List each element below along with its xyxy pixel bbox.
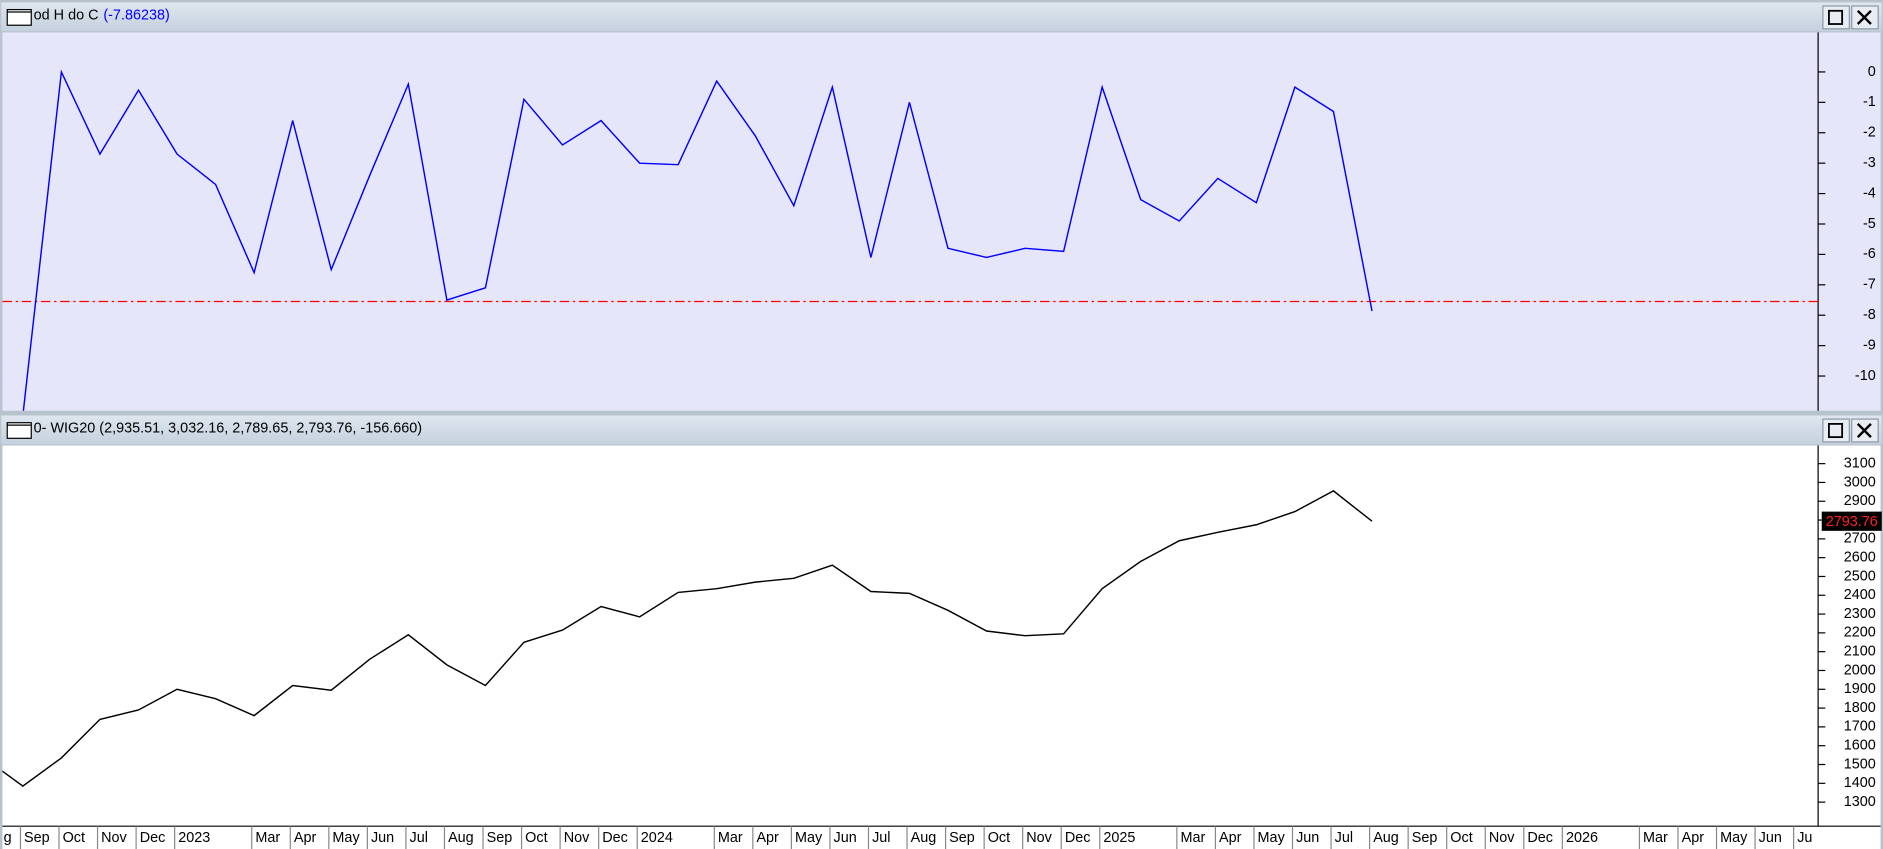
y-tick-label: 1500 [1844, 756, 1876, 772]
x-tick-label: Oct [63, 830, 85, 846]
y-tick-label: 1800 [1844, 700, 1876, 716]
x-tick-label: Dec [1527, 830, 1553, 846]
x-tick-label: Nov [564, 830, 590, 846]
y-tick-label: 1300 [1844, 794, 1876, 810]
x-tick-label: g [4, 830, 12, 846]
x-tick-label: Oct [1450, 830, 1472, 846]
x-tick-label: Oct [988, 830, 1010, 846]
x-tick-label: 2026 [1566, 830, 1598, 846]
x-tick-label: Jun [371, 830, 394, 846]
y-tick-label: -6 [1863, 246, 1876, 262]
x-tick-label: May [795, 830, 823, 846]
y-tick-label: -1 [1863, 94, 1876, 110]
x-tick-label: Apr [1219, 830, 1242, 846]
x-tick-label: Nov [1489, 830, 1515, 846]
x-tick-label: Dec [602, 830, 628, 846]
y-tick-label: 2300 [1844, 606, 1876, 622]
y-tick-label: -3 [1863, 155, 1876, 171]
x-tick-label: Jun [834, 830, 857, 846]
x-tick-label: Mar [1180, 830, 1205, 846]
pane-icon [6, 422, 32, 439]
x-tick-label: Sep [949, 830, 975, 846]
x-tick-label: Jun [1759, 830, 1782, 846]
x-tick-label: Mar [255, 830, 280, 846]
x-tick-label: Mar [718, 830, 743, 846]
y-tick-label: 2000 [1844, 662, 1876, 678]
y-tick-label: -7 [1863, 277, 1876, 293]
x-tick-label: Dec [1065, 830, 1091, 846]
x-tick-label: Oct [525, 830, 547, 846]
x-tick-label: Nov [101, 830, 127, 846]
x-tick-label: Sep [487, 830, 513, 846]
x-tick-label: Jul [410, 830, 428, 846]
x-tick-label: Sep [1412, 830, 1438, 846]
y-tick-label: 2500 [1844, 568, 1876, 584]
close-button[interactable] [1851, 5, 1879, 30]
y-tick-label: 1400 [1844, 775, 1876, 791]
x-tick-label: Apr [1682, 830, 1705, 846]
y-tick-label: 2400 [1844, 587, 1876, 603]
series-line [22, 69, 1373, 411]
x-tick-label: 2024 [641, 830, 673, 846]
close-button[interactable] [1851, 418, 1879, 443]
x-tick-label: Aug [911, 830, 937, 846]
y-tick-label: 1700 [1844, 719, 1876, 735]
y-tick-label: -4 [1863, 185, 1876, 201]
x-tick-label: Apr [756, 830, 779, 846]
x-tick-label: Jun [1296, 830, 1319, 846]
x-tick-label: 2025 [1103, 830, 1135, 846]
y-tick-label: 0 [1868, 64, 1876, 80]
plot [2, 490, 1373, 788]
pane-title-value: (-7.86238) [103, 7, 169, 23]
y-tick-label: 2200 [1844, 625, 1876, 641]
x-tick-label: Ju [1797, 830, 1812, 846]
x-tick-label: Dec [140, 830, 166, 846]
y-tick-label: 1900 [1844, 681, 1876, 697]
pane-header [1, 2, 1882, 32]
y-tick-label: -5 [1863, 216, 1876, 232]
plot [2, 69, 1819, 411]
x-tick-label: Mar [1643, 830, 1668, 846]
y-tick-label: 3100 [1844, 455, 1876, 471]
x-tick-label: Aug [448, 830, 474, 846]
pane-title: od H do C [34, 7, 99, 23]
y-tick-label: 2900 [1844, 493, 1876, 509]
last-value-label: 2793.76 [1826, 514, 1878, 530]
x-tick-label: Nov [1026, 830, 1052, 846]
x-tick-label: Jul [1335, 830, 1353, 846]
y-tick-label: 3000 [1844, 474, 1876, 490]
x-tick-label: Jul [872, 830, 890, 846]
pane-header [1, 415, 1882, 445]
x-tick-label: May [1258, 830, 1286, 846]
x-tick-label: Aug [1373, 830, 1399, 846]
x-tick-label: May [332, 830, 360, 846]
x-tick-label: Apr [294, 830, 317, 846]
y-tick-label: -2 [1863, 125, 1876, 141]
x-tick-label: May [1720, 830, 1748, 846]
y-tick-label: 1600 [1844, 738, 1876, 754]
y-tick-label: -8 [1863, 307, 1876, 323]
plot-area [2, 445, 1881, 849]
maximize-button[interactable] [1822, 418, 1850, 443]
y-tick-label: 2100 [1844, 643, 1876, 659]
series-line [2, 490, 1373, 788]
maximize-button[interactable] [1822, 5, 1850, 30]
y-tick-label: -9 [1863, 337, 1876, 353]
pane-title: 0- WIG20 (2,935.51, 3,032.16, 2,789.65, … [34, 421, 422, 437]
y-tick-label: -10 [1855, 368, 1876, 384]
x-tick-label: 2023 [178, 830, 210, 846]
x-tick-label: Sep [24, 830, 50, 846]
pane-icon [6, 9, 32, 26]
last-value-box [1821, 511, 1882, 531]
y-tick-label: 2700 [1844, 531, 1876, 547]
y-tick-label: 2600 [1844, 549, 1876, 565]
